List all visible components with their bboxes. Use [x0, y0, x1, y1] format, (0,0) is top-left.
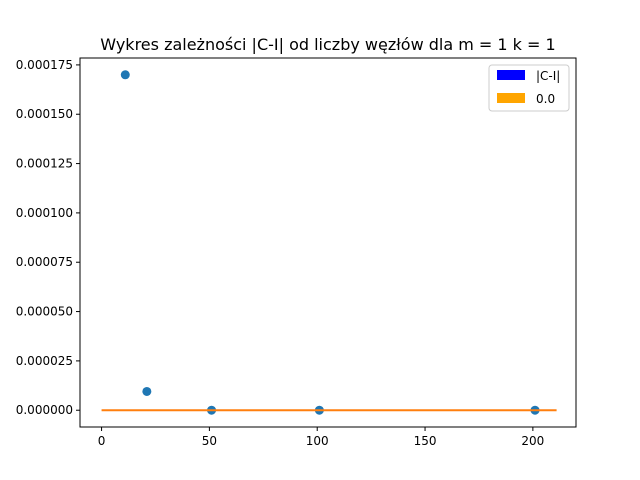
x-tick-label: 200 — [521, 434, 544, 448]
legend-label-ci: |C-I| — [536, 69, 560, 83]
axes-background — [80, 58, 576, 427]
x-tick-label: 0 — [98, 434, 106, 448]
scatter-point — [120, 70, 130, 80]
legend-swatch-zero — [497, 93, 525, 103]
y-tick-label: 0.000125 — [16, 157, 73, 171]
y-tick-label: 0.000075 — [16, 255, 73, 269]
scatter-point — [142, 386, 152, 396]
chart-title: Wykres zależności |C-I| od liczby węzłów… — [100, 35, 555, 54]
x-tick-label: 100 — [306, 434, 329, 448]
legend-label-zero: 0.0 — [536, 92, 555, 106]
y-tick-label: 0.000050 — [16, 305, 73, 319]
axes-frame — [79, 57, 577, 428]
series-layer — [101, 70, 557, 415]
legend-swatch-ci — [497, 70, 525, 80]
x-tick-label: 150 — [414, 434, 437, 448]
plot-area — [79, 57, 577, 428]
y-axis: 0.000000 0.000025 0.000050 0.000075 0.000100… — [16, 58, 80, 417]
x-axis: 0 50 100 150 200 — [98, 427, 544, 448]
y-tick-label: 0.000150 — [16, 107, 73, 121]
y-tick-label: 0.000000 — [16, 403, 73, 417]
x-tick-label: 50 — [202, 434, 217, 448]
y-tick-label: 0.000100 — [16, 206, 73, 220]
y-tick-label: 0.000175 — [16, 58, 73, 72]
y-tick-label: 0.000025 — [16, 354, 73, 368]
legend: |C-I| 0.0 — [488, 64, 570, 112]
